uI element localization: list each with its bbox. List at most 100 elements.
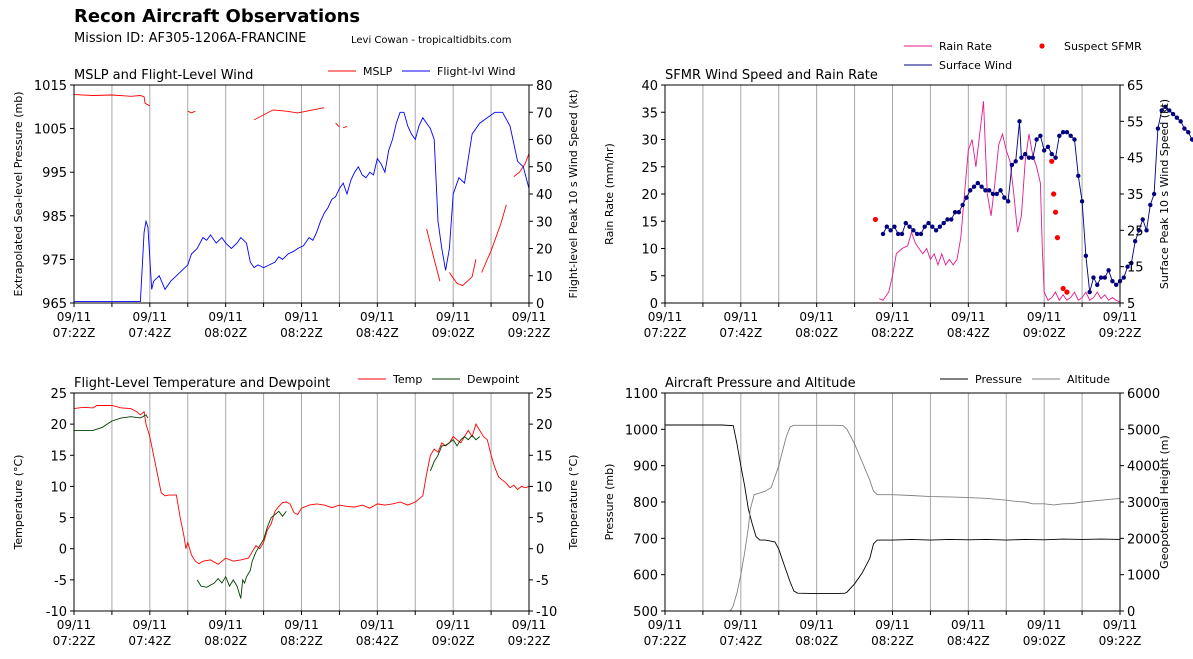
y2-tick-label: 45	[1127, 152, 1144, 167]
sfmr-legend: Rain Rate Surface Wind Suspect SFMR	[904, 40, 1142, 72]
y-axis-label: Pressure (mb)	[603, 464, 616, 541]
surface-wind-point	[1057, 133, 1062, 139]
surface-wind-point	[1151, 191, 1157, 197]
panel-4: 09/1107:22Z09/1107:42Z09/1108:02Z09/1108…	[603, 373, 1171, 648]
surface-wind-point	[1189, 137, 1193, 142]
x-tick-label-date: 09/11	[799, 310, 834, 324]
suspect-sfmr-point	[1052, 209, 1059, 215]
x-tick-label-date: 09/11	[512, 310, 547, 324]
legend-label: Altitude	[1067, 373, 1110, 386]
y-tick-label: 500	[633, 605, 658, 620]
x-tick-label-date: 09/11	[875, 310, 910, 324]
surface-wind-point	[968, 188, 973, 193]
x-tick-label-date: 09/11	[1103, 310, 1138, 324]
y-tick-label: 600	[633, 569, 658, 584]
surface-wind-point	[994, 191, 999, 197]
surface-wind-point	[1034, 137, 1039, 142]
legend-label: Dewpoint	[467, 373, 520, 386]
legend-label: Surface Wind	[939, 59, 1012, 72]
y2-tick-label: 25	[536, 387, 553, 402]
y2-tick-label: -5	[536, 574, 549, 589]
y2-tick-label: 6000	[1127, 387, 1160, 402]
y-tick-label: 25	[641, 161, 658, 176]
y2-tick-label: 2000	[1127, 532, 1160, 547]
surface-wind-point	[892, 224, 897, 229]
x-tick-label-date: 09/11	[648, 310, 683, 324]
suspect-sfmr-point	[1051, 191, 1057, 197]
surface-wind-point	[1174, 115, 1180, 120]
x-tick-label-time: 08:42Z	[947, 634, 990, 648]
altitude-line	[665, 424, 1121, 612]
surface-wind-point	[899, 231, 905, 237]
y-tick-label: 900	[633, 460, 658, 475]
y2-tick-label: 65	[1127, 79, 1144, 94]
x-tick-label-date: 09/11	[208, 618, 243, 632]
suspect-sfmr-point	[872, 216, 879, 223]
legend-label: Rain Rate	[939, 40, 992, 53]
y-tick-label: 985	[42, 210, 67, 225]
y2-tick-label: 10	[536, 480, 553, 495]
y-tick-label: 15	[641, 215, 658, 230]
surface-wind-point	[1148, 202, 1153, 208]
x-tick-label-date: 09/11	[284, 618, 319, 632]
surface-wind-point	[990, 191, 996, 197]
x-tick-label-date: 09/11	[875, 618, 910, 632]
surface-wind-point	[1030, 155, 1035, 160]
y-tick-label: 995	[42, 166, 67, 181]
x-tick-label-time: 07:42Z	[128, 634, 171, 648]
surface-wind-point	[998, 188, 1003, 193]
surface-wind-point	[1170, 111, 1176, 117]
y-axis-label: Extrapolated Sea-level Pressure (mb)	[12, 92, 25, 297]
surface-wind-point	[1083, 253, 1089, 258]
surface-wind-point	[1017, 119, 1022, 124]
legend-label: Suspect SFMR	[1064, 40, 1142, 53]
x-tick-label-time: 08:02Z	[204, 634, 247, 648]
y-tick-label: 800	[633, 496, 658, 511]
x-tick-label-date: 09/11	[57, 618, 92, 632]
x-tick-label-date: 09/11	[436, 618, 471, 632]
x-tick-label-date: 09/11	[724, 618, 759, 632]
x-tick-label-date: 09/11	[648, 618, 683, 632]
panel-2: 09/11 07:22Z 09/11 07:42Z 09/11 08:02Z 09/11 08…	[603, 68, 1193, 340]
surface-wind-point	[983, 188, 988, 193]
y2-tick-label: 70	[536, 106, 553, 121]
surface-wind-point	[1125, 264, 1130, 269]
surface-wind-point	[1136, 228, 1142, 233]
x-tick-label-time: 08:22Z	[871, 634, 914, 648]
mission-id: Mission ID: AF305-1206A-FRANCINE	[74, 31, 307, 46]
y2-tick-label: 60	[536, 134, 553, 149]
y-tick-label: 965	[42, 297, 67, 312]
y-axis-label: Rain Rate (mm/hr)	[603, 143, 616, 245]
y-axis-label: Temperature (°C)	[12, 455, 25, 551]
y2-tick-label: 5	[1127, 297, 1135, 312]
surface-wind-point	[941, 220, 946, 226]
panel-title: MSLP and Flight-Level Wind	[74, 68, 253, 83]
y-tick-label: 5	[59, 512, 67, 527]
mslp-line	[343, 125, 348, 129]
dewpoint-line	[429, 434, 480, 472]
rain-rate-line	[879, 101, 1121, 303]
surface-wind-point	[1076, 173, 1081, 179]
x-tick-label-time: 07:22Z	[53, 634, 96, 648]
x-tick-label-time: 09:02Z	[1023, 634, 1066, 648]
surface-wind-point	[1072, 137, 1077, 142]
y-tick-label: 20	[50, 418, 67, 433]
x-tick-label-date: 09/11	[360, 310, 395, 324]
surface-wind-point	[1144, 228, 1149, 233]
x-tick-label-date: 09/11	[284, 310, 319, 324]
dewpoint-line	[74, 414, 149, 431]
figure-title: Recon Aircraft Observations	[74, 6, 361, 27]
y-tick-label: 15	[50, 449, 67, 464]
y2-tick-label: 4000	[1127, 460, 1160, 475]
dewpoint-line	[196, 510, 287, 599]
surface-wind-point	[918, 231, 924, 237]
y2-tick-label: 0	[1127, 605, 1135, 620]
surface-wind-point	[1132, 239, 1138, 244]
surface-wind-point	[952, 209, 958, 215]
y2-axis-label: Surface Peak 10 s Wind Speed (kt)	[1158, 99, 1171, 289]
x-tick-label-date: 09/11	[799, 618, 834, 632]
credit-text: Levi Cowan - tropicaltidbits.com	[351, 35, 512, 46]
surface-wind-point	[975, 180, 981, 186]
surface-wind-point	[1053, 155, 1058, 160]
